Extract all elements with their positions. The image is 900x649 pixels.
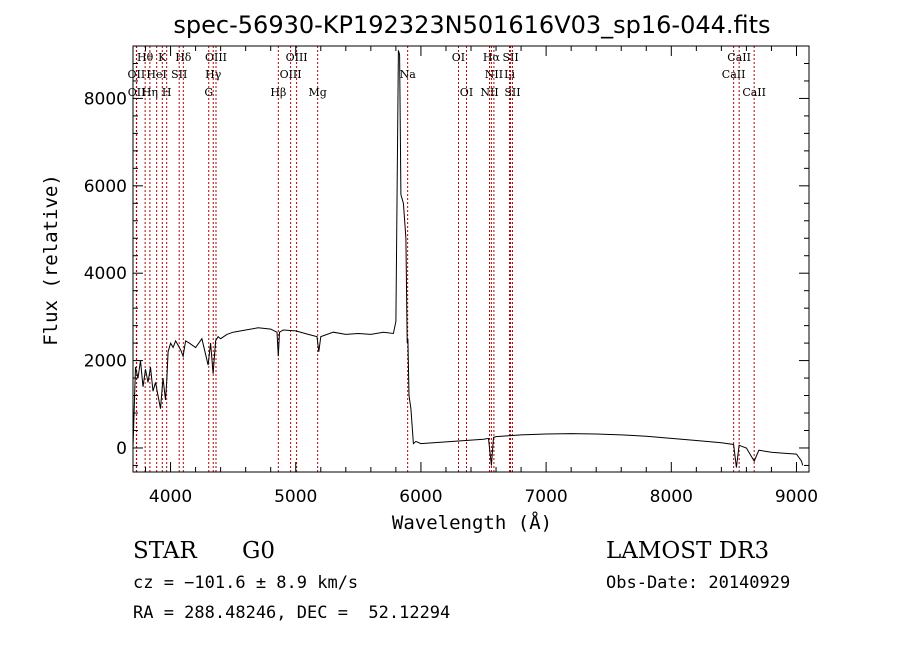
y-tick-label: 2000 [84,352,127,372]
spectral-line-label: Li [504,68,515,81]
spectral-line-label: Hδ [175,51,192,64]
spectral-line-label: OIII [205,51,227,64]
y-tick-label: 4000 [84,264,127,284]
spectral-line-label: Mg [308,86,326,99]
spectrum-plot: spec-56930-KP192323N501616V03_sp16-044.f… [40,11,818,534]
y-tick-label: 0 [116,439,127,459]
spectral-line-label: CaII [727,51,751,64]
x-tick-label: 9000 [775,487,818,507]
plot-frame [132,45,810,473]
object-subclass: G0 [242,538,276,564]
spectral-line-label: Hα [483,51,501,64]
x-tick-label: 7000 [524,487,567,507]
spectral-line-label: OIII [280,68,302,81]
y-tick-label: 8000 [84,89,127,109]
spectral-line-label: Hη [142,86,158,99]
spectral-line-label: K [158,51,167,64]
y-tick-label: 6000 [84,177,127,197]
spectral-line-label: OI [460,86,473,99]
observation-date: Obs-Date: 20140929 [606,573,791,593]
x-tick-label: 5000 [274,487,317,507]
spectral-line-label: CaII [722,68,746,81]
spectral-line-label: NII [480,86,498,99]
spectral-line-label: OII [128,86,146,99]
spectral-line-label: Na [400,68,417,81]
y-axis-label: Flux (relative) [40,174,62,346]
redshift-cz: cz = −101.6 ± 8.9 km/s [133,573,359,593]
spectral-line-label: SII [171,68,187,81]
spectral-line-label: Hβ [270,86,286,99]
spectral-line-label: NII [485,68,503,81]
x-tick-label: 4000 [149,487,192,507]
x-tick-label: 6000 [399,487,442,507]
spectral-line-label: HeI [146,68,166,81]
spectral-line-label: OI [452,51,465,64]
object-class: STAR [133,538,197,564]
spectral-line-label: H [162,86,172,99]
spectral-line-markers [135,46,755,472]
coordinates: RA = 288.48246, DEC = 52.12294 [133,603,451,623]
x-axis-ticks: 4000 5000 6000 7000 8000 9000 [145,46,818,507]
y-axis-ticks: 0 2000 4000 6000 8000 [84,62,809,466]
spectral-line-label: OII [128,68,146,81]
spectrum-series-line [132,50,804,468]
survey-label: LAMOST DR3 [606,538,770,564]
chart-title: spec-56930-KP192323N501616V03_sp16-044.f… [173,11,770,39]
spectral-line-label: OIII [286,51,308,64]
spectral-line-label: Hθ [137,51,154,64]
spectral-line-label: Hγ [205,68,222,81]
x-tick-label: 8000 [650,487,693,507]
spectral-line-label: CaII [742,86,766,99]
spectral-line-label: G [204,86,213,99]
spectral-line-label: SII [504,86,520,99]
x-axis-label: Wavelength (Å) [392,511,552,534]
spectral-line-label: SII [502,51,518,64]
